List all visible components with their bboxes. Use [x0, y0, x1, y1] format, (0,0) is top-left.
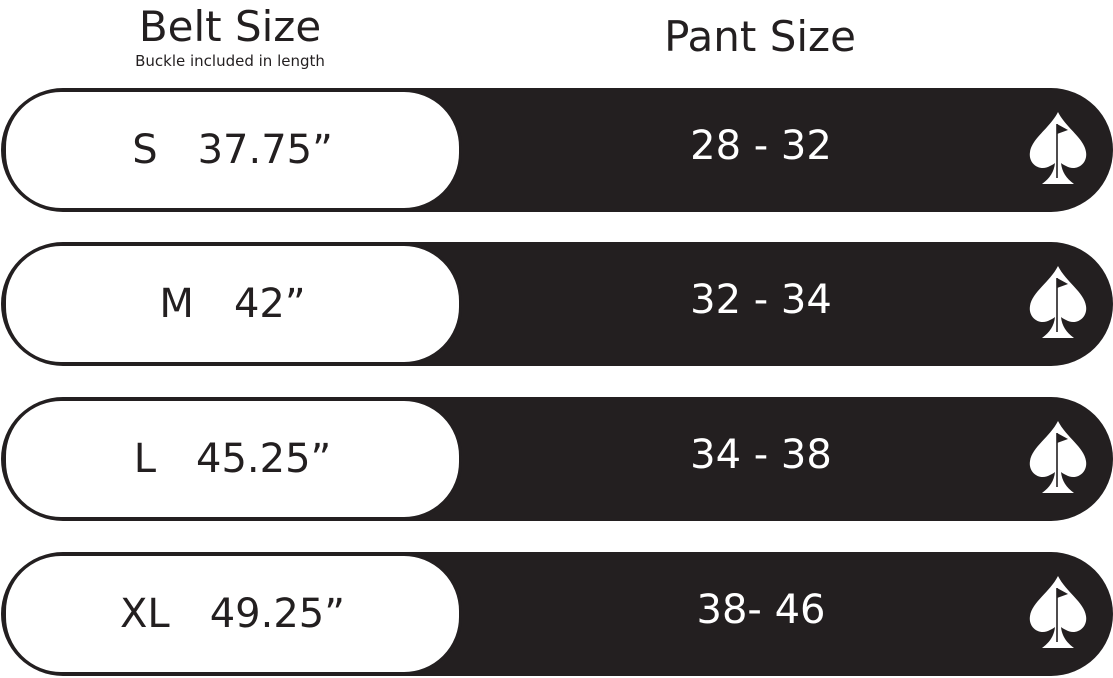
pant-size-range: 34 - 38 — [690, 432, 832, 478]
pant-size-range: 38- 46 — [696, 587, 826, 633]
belt-length: 45.25” — [196, 436, 332, 482]
belt-length: 49.25” — [209, 591, 345, 637]
spade-golf-flag-icon — [1029, 421, 1087, 493]
pant-size-range: 28 - 32 — [690, 123, 832, 169]
size-row: M 42” 32 - 34 — [1, 242, 1113, 366]
size-label: L — [133, 436, 157, 482]
spade-golf-flag-icon — [1029, 266, 1087, 338]
belt-length: 42” — [233, 281, 306, 327]
size-row: S 37.75” 28 - 32 — [1, 88, 1113, 212]
spade-golf-flag-icon — [1029, 576, 1087, 648]
size-row: XL 49.25” 38- 46 — [1, 552, 1113, 676]
spade-golf-flag-icon — [1029, 112, 1087, 184]
belt-size-heading: Belt Size — [138, 2, 322, 51]
pant-size-heading: Pant Size — [664, 12, 856, 61]
belt-size-subtitle: Buckle included in length — [135, 52, 325, 70]
pant-size-range: 32 - 34 — [690, 277, 832, 323]
belt-size-pill: M 42” — [3, 243, 462, 365]
size-row: L 45.25” 34 - 38 — [1, 397, 1113, 521]
size-label: M — [159, 281, 194, 327]
size-label: XL — [120, 591, 170, 637]
size-label: S — [132, 127, 158, 173]
belt-size-pill: S 37.75” — [3, 89, 462, 211]
belt-size-pill: XL 49.25” — [3, 553, 462, 675]
belt-size-pill: L 45.25” — [3, 398, 462, 520]
belt-length: 37.75” — [197, 127, 333, 173]
